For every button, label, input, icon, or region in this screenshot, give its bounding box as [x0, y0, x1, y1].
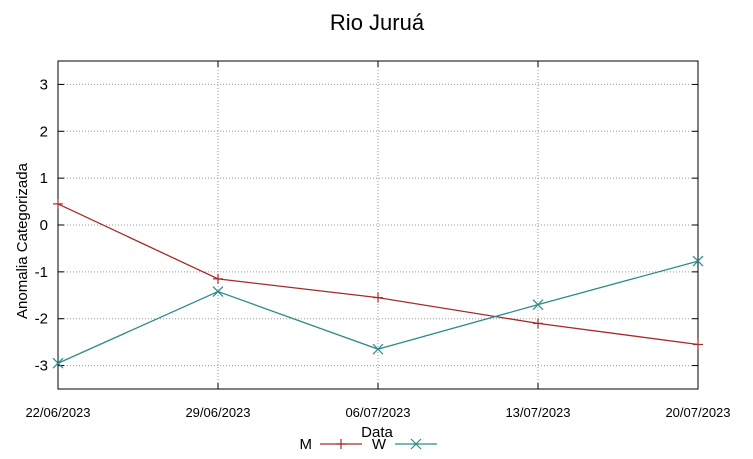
legend-label-m: M: [300, 436, 313, 453]
data-point-w: [372, 343, 384, 355]
x-axis-label: Data: [361, 424, 393, 441]
data-point-m: [533, 318, 543, 329]
x-tick-label: 20/07/2023: [665, 405, 730, 420]
data-point-m: [53, 198, 63, 209]
legend-marker-w: [410, 438, 422, 450]
y-tick-label: 1: [40, 170, 48, 187]
legend-label-w: W: [372, 436, 387, 453]
series-markers: [52, 198, 704, 369]
y-tick-label: -1: [35, 264, 48, 281]
data-point-w: [52, 357, 64, 369]
data-point-m: [693, 339, 703, 350]
y-tick-label: -3: [35, 358, 48, 375]
y-tick-label: 0: [40, 217, 48, 234]
x-tick-label: 22/06/2023: [25, 405, 90, 420]
axes: -3 -2 -1 0 1 2 3 22/06/2023 29/06/2023 06/07/2023…: [25, 60, 731, 420]
data-point-m: [213, 273, 223, 284]
data-point-m: [373, 292, 383, 303]
y-tick-label: 3: [40, 76, 48, 93]
grid-lines: [57, 61, 699, 389]
data-point-w: [212, 286, 224, 297]
y-tick-label: -2: [35, 311, 48, 328]
y-axis-label: Anomalia Categorizada: [14, 162, 31, 319]
legend-marker-m: [336, 439, 346, 449]
x-tick-label: 06/07/2023: [345, 405, 410, 420]
x-tick-label: 29/06/2023: [185, 405, 250, 420]
data-point-w: [692, 255, 704, 267]
data-point-w: [532, 299, 544, 311]
series-line-w: [57, 260, 699, 364]
x-tick-label: 13/07/2023: [505, 405, 570, 420]
y-tick-label: 2: [40, 123, 48, 140]
chart-title: Rio Juruá: [330, 10, 425, 35]
